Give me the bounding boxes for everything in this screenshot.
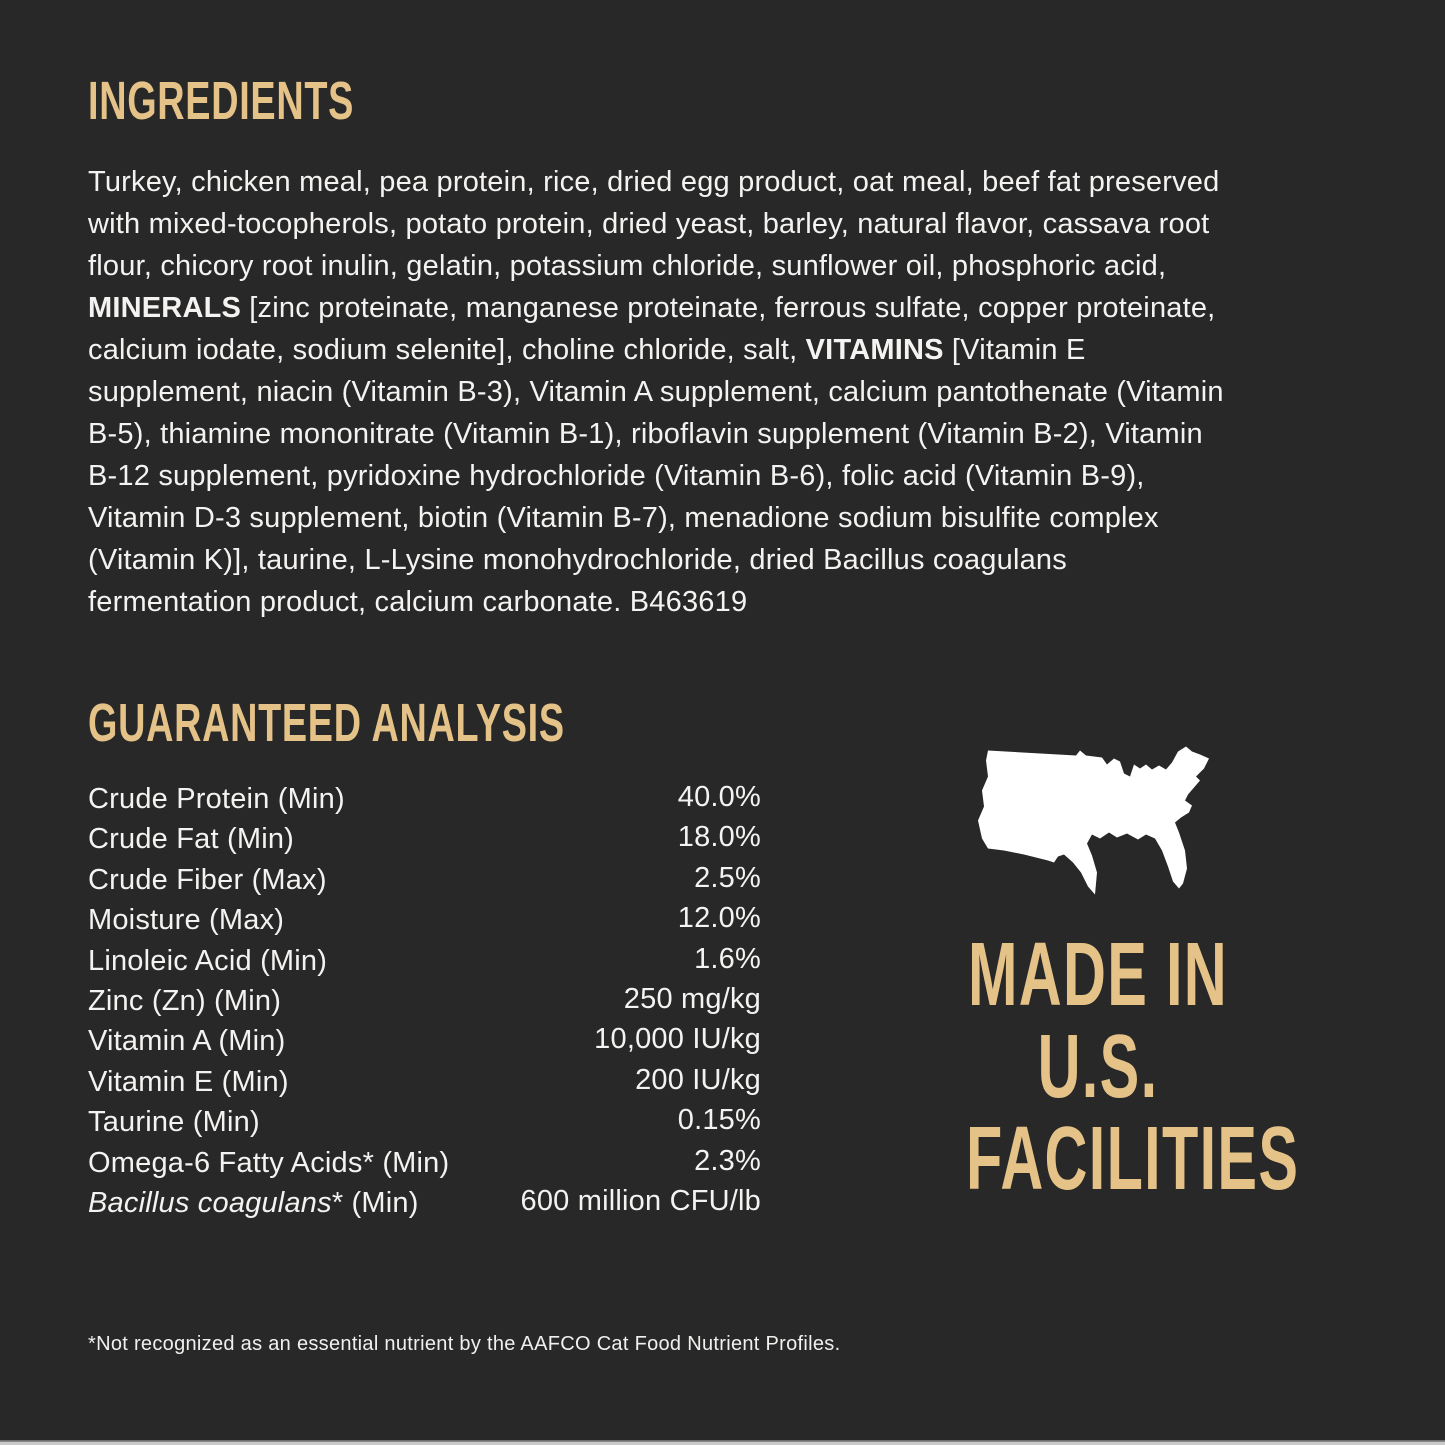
- analysis-row-value: 2.5%: [694, 861, 761, 894]
- analysis-row-label: Omega-6 Fatty Acids* (Min): [88, 1146, 450, 1179]
- analysis-row-value: 10,000 IU/kg: [594, 1023, 761, 1056]
- analysis-row-label: Taurine (Min): [88, 1106, 260, 1139]
- made-in-line: FACILITIES: [966, 1109, 1300, 1209]
- made-in-line: U.S.: [1037, 1017, 1159, 1117]
- analysis-row-value: 40.0%: [677, 781, 761, 813]
- ingredients-line: B-5), thiamine mononitrate (Vitamin B-1)…: [88, 418, 1203, 450]
- ingredients-heading: INGREDIENTS: [88, 71, 355, 131]
- analysis-row-label: Linoleic Acid (Min): [88, 944, 328, 977]
- analysis-row-value: 600 million CFU/lb: [520, 1184, 761, 1217]
- analysis-row-label: Zinc (Zn) (Min): [88, 984, 282, 1017]
- analysis-row: Taurine (Min) 0.15%: [88, 1104, 761, 1146]
- analysis-row-label: Vitamin E (Min): [88, 1065, 289, 1098]
- analysis-row: Moisture (Max) 12.0%: [88, 902, 761, 944]
- usa-map-shape: [978, 746, 1209, 895]
- analysis-row: Vitamin E (Min) 200 IU/kg: [88, 1063, 761, 1106]
- analysis-row: Zinc (Zn) (Min) 250 mg/kg: [88, 982, 761, 1025]
- analysis-row: Bacillus coagulans* (Min) 600 million CFU…: [88, 1184, 761, 1227]
- guaranteed-analysis-heading: GUARANTEED ANALYSIS: [88, 693, 565, 753]
- ingredients-line: Vitamin D-3 supplement, biotin (Vitamin …: [88, 502, 1159, 534]
- analysis-row-value: 250 mg/kg: [623, 982, 761, 1015]
- analysis-row: Vitamin A (Min) 10,000 IU/kg: [88, 1023, 761, 1065]
- analysis-row: Omega-6 Fatty Acids* (Min) 2.3%: [88, 1144, 761, 1187]
- made-in-line: MADE IN: [967, 925, 1229, 1025]
- analysis-row-value: 12.0%: [677, 902, 761, 935]
- analysis-row-value: 200 IU/kg: [635, 1063, 761, 1096]
- ingredients-line: Turkey, chicken meal, pea protein, rice,…: [88, 166, 1220, 198]
- ingredients-line: calcium iodate, sodium selenite], cholin…: [88, 334, 1086, 366]
- analysis-row-value: 0.15%: [677, 1104, 761, 1137]
- bottom-edge-strip: [0, 1440, 1445, 1445]
- analysis-row: Crude Fat (Min) 18.0%: [88, 821, 761, 863]
- analysis-row-value: 18.0%: [677, 821, 761, 854]
- analysis-row: Linoleic Acid (Min) 1.6%: [88, 942, 761, 985]
- analysis-row: Crude Protein (Min) 40.0%: [88, 781, 761, 823]
- analysis-row-label: Crude Protein (Min): [88, 783, 345, 815]
- ingredients-line: flour, chicory root inulin, gelatin, pot…: [88, 250, 1167, 282]
- ingredients-line: (Vitamin K)], taurine, L-Lysine monohydr…: [88, 544, 1067, 576]
- usa-map-icon: [978, 746, 1209, 895]
- ingredients-line: supplement, niacin (Vitamin B-3), Vitami…: [88, 376, 1224, 408]
- analysis-row-label: Crude Fiber (Max): [88, 863, 327, 896]
- made-in-us-facilities-text: MADE IN U.S. FACILITIES: [898, 929, 1298, 1205]
- guaranteed-analysis-table: Crude Protein (Min) 40.0% Crude Fat (Min) 1…: [88, 781, 761, 1227]
- analysis-row-value: 2.3%: [694, 1144, 761, 1177]
- analysis-row-value: 1.6%: [694, 942, 761, 975]
- analysis-row-label: Moisture (Max): [88, 904, 285, 937]
- analysis-row: Crude Fiber (Max) 2.5%: [88, 861, 761, 904]
- ingredients-line: B-12 supplement, pyridoxine hydrochlorid…: [88, 460, 1145, 492]
- aafco-footnote: *Not recognized as an essential nutrient…: [88, 1333, 841, 1355]
- ingredients-paragraph: Turkey, chicken meal, pea protein, rice,…: [88, 161, 1224, 623]
- ingredients-line: MINERALS [zinc proteinate, manganese pro…: [88, 292, 1216, 324]
- analysis-row-label: Vitamin A (Min): [88, 1025, 286, 1058]
- ingredients-line: fermentation product, calcium carbonate.…: [88, 586, 748, 618]
- ingredients-line: with mixed-tocopherols, potato protein, …: [88, 208, 1210, 240]
- analysis-row-label: Bacillus coagulans* (Min): [88, 1186, 419, 1219]
- analysis-row-label: Crude Fat (Min): [88, 823, 295, 856]
